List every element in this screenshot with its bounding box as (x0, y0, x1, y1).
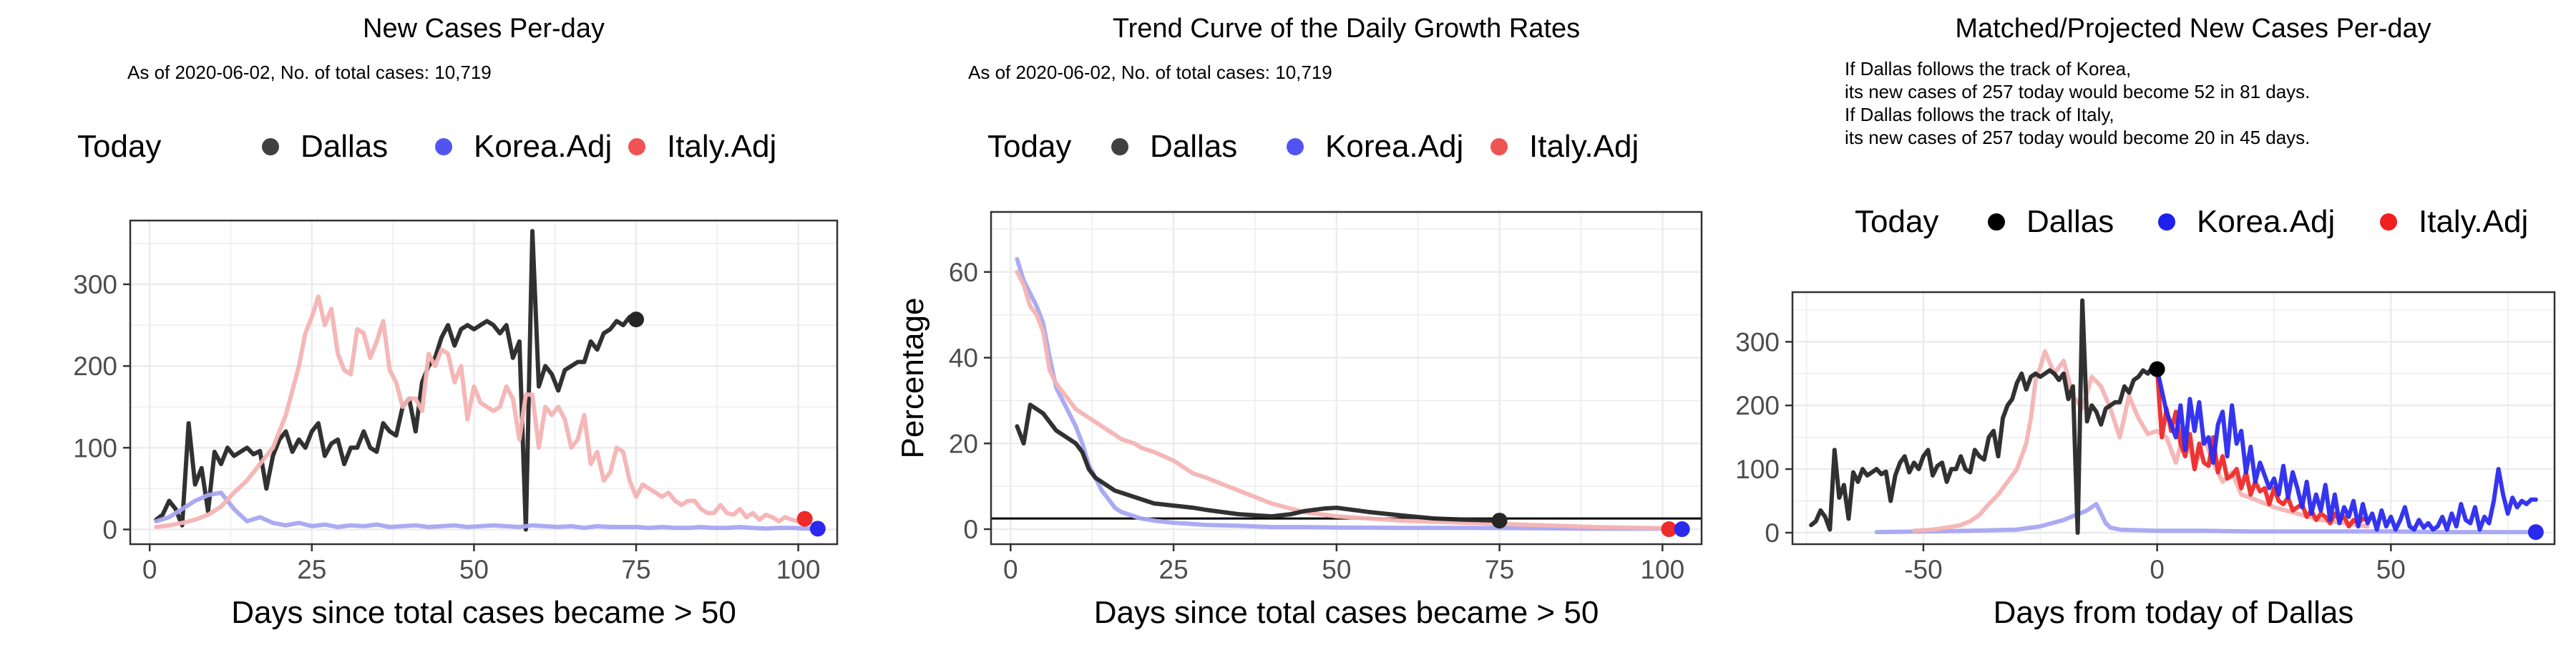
series-line-italy-adj (154, 294, 807, 529)
today-point-italy-adj (1661, 521, 1677, 538)
plot-area (1791, 291, 2556, 546)
x-tick-label: -50 (1904, 555, 1942, 584)
legend-dot-dallas (1988, 213, 2005, 231)
today-point-korea-adj (809, 521, 826, 537)
plot-area (129, 219, 839, 546)
series-line-dallas (1809, 298, 2160, 535)
y-tick-label: 300 (73, 270, 117, 299)
legend-label-korea-adj: Korea.Adj (474, 129, 612, 164)
plot-border (1791, 291, 2556, 546)
chart-subtitle: As of 2020-06-02, No. of total cases: 10… (127, 62, 492, 83)
y-tick-label: 0 (963, 515, 978, 544)
plot-background (991, 212, 1702, 544)
legend-label-italy-adj: Italy.Adj (667, 129, 776, 164)
projection-note: its new cases of 257 today would become … (1845, 81, 2310, 102)
x-tick-label: 0 (142, 555, 157, 584)
today-point-dallas (628, 311, 645, 328)
x-axis-label: Days since total cases became > 50 (1094, 595, 1599, 630)
y-tick-label: 100 (1735, 455, 1780, 484)
x-tick-label: 0 (1003, 555, 1018, 584)
series-line-italy-adj (1015, 269, 1672, 531)
projection-note: If Dallas follows the track of Korea, (1845, 58, 2131, 79)
y-tick-label: 200 (1735, 391, 1780, 420)
legend-dot-dallas (262, 138, 279, 155)
plot-background (130, 221, 837, 544)
legend-label-italy-adj: Italy.Adj (1529, 129, 1639, 164)
y-tick-label: 60 (949, 258, 978, 287)
y-tick-label: 300 (1735, 327, 1780, 357)
projected-cases-chart: Matched/Projected New Cases Per-day If Da… (1735, 14, 2556, 630)
y-tick-label: 100 (73, 433, 117, 463)
today-point-dallas (2149, 361, 2165, 377)
x-tick-label: 100 (1640, 555, 1684, 584)
today-point-korea-adj (1674, 521, 1690, 538)
chart-title: Matched/Projected New Cases Per-day (1955, 14, 2431, 44)
legend-label-korea-adj: Korea.Adj (2197, 204, 2335, 239)
today-point-italy-adj (796, 511, 813, 527)
y-tick-label: 40 (949, 344, 978, 373)
series-line-korea-adj (1015, 256, 1684, 531)
today-point-korea-adj (2527, 524, 2544, 541)
series-line-korea-adj-past (1874, 502, 2534, 535)
legend-dot-korea-adj (1287, 138, 1304, 155)
series-line-korea-adj (2155, 367, 2538, 532)
y-tick-label: 0 (102, 515, 117, 544)
legend-dot-italy-adj (1491, 138, 1508, 155)
legend-dot-korea-adj (2158, 213, 2175, 231)
x-tick-label: 75 (1485, 555, 1514, 584)
y-tick-label: 200 (73, 352, 117, 381)
series-line-korea-adj (154, 490, 820, 531)
x-tick-label: 25 (297, 555, 326, 584)
legend-dot-italy-adj (2380, 213, 2397, 231)
legend-title: Today (1855, 204, 1938, 239)
legend-label-italy-adj: Italy.Adj (2419, 204, 2528, 239)
x-tick-label: 50 (1322, 555, 1351, 584)
x-tick-label: 100 (776, 555, 821, 584)
today-point-dallas (1491, 513, 1508, 529)
y-tick-label: 20 (949, 429, 978, 458)
y-axis-label: Percentage (895, 297, 930, 458)
y-tick-label: 0 (1765, 518, 1780, 548)
growth-rates-chart: Trend Curve of the Daily Growth Rates As … (895, 14, 1703, 630)
chart-title: New Cases Per-day (363, 14, 605, 44)
legend-label-dallas: Dallas (301, 129, 388, 164)
legend-title: Today (77, 129, 161, 164)
projection-note: If Dallas follows the track of Italy, (1845, 104, 2114, 125)
plot-border (990, 211, 1703, 546)
x-axis-label: Days from today of Dallas (1994, 595, 2354, 630)
legend-title: Today (987, 129, 1071, 164)
chart-title: Trend Curve of the Daily Growth Rates (1113, 14, 1580, 44)
x-axis-label: Days since total cases became > 50 (231, 595, 736, 630)
chart-panel-growth-rates: Trend Curve of the Daily Growth Rates As … (859, 0, 1717, 644)
series-line-dallas (1015, 402, 1502, 523)
plot-area (990, 211, 1703, 546)
plot-border (129, 219, 839, 546)
x-tick-label: 0 (2150, 555, 2165, 584)
legend-dot-dallas (1111, 138, 1128, 155)
projection-note: its new cases of 257 today would become … (1845, 127, 2310, 148)
series-line-dallas (154, 228, 638, 532)
x-tick-label: 50 (459, 555, 489, 584)
legend-dot-italy-adj (628, 138, 645, 155)
new-cases-chart: New Cases Per-day As of 2020-06-02, No. o… (73, 14, 839, 630)
chart-subtitle: As of 2020-06-02, No. of total cases: 10… (968, 62, 1332, 83)
x-tick-label: 50 (2376, 555, 2406, 584)
legend-label-dallas: Dallas (2026, 204, 2114, 239)
chart-panel-projected: Matched/Projected New Cases Per-day If Da… (1717, 0, 2576, 644)
legend-label-korea-adj: Korea.Adj (1325, 129, 1463, 164)
x-tick-label: 75 (621, 555, 650, 584)
chart-panel-new-cases: New Cases Per-day As of 2020-06-02, No. o… (0, 0, 859, 644)
legend-label-dallas: Dallas (1150, 129, 1237, 164)
legend-dot-korea-adj (435, 138, 452, 155)
x-tick-label: 25 (1159, 555, 1189, 584)
